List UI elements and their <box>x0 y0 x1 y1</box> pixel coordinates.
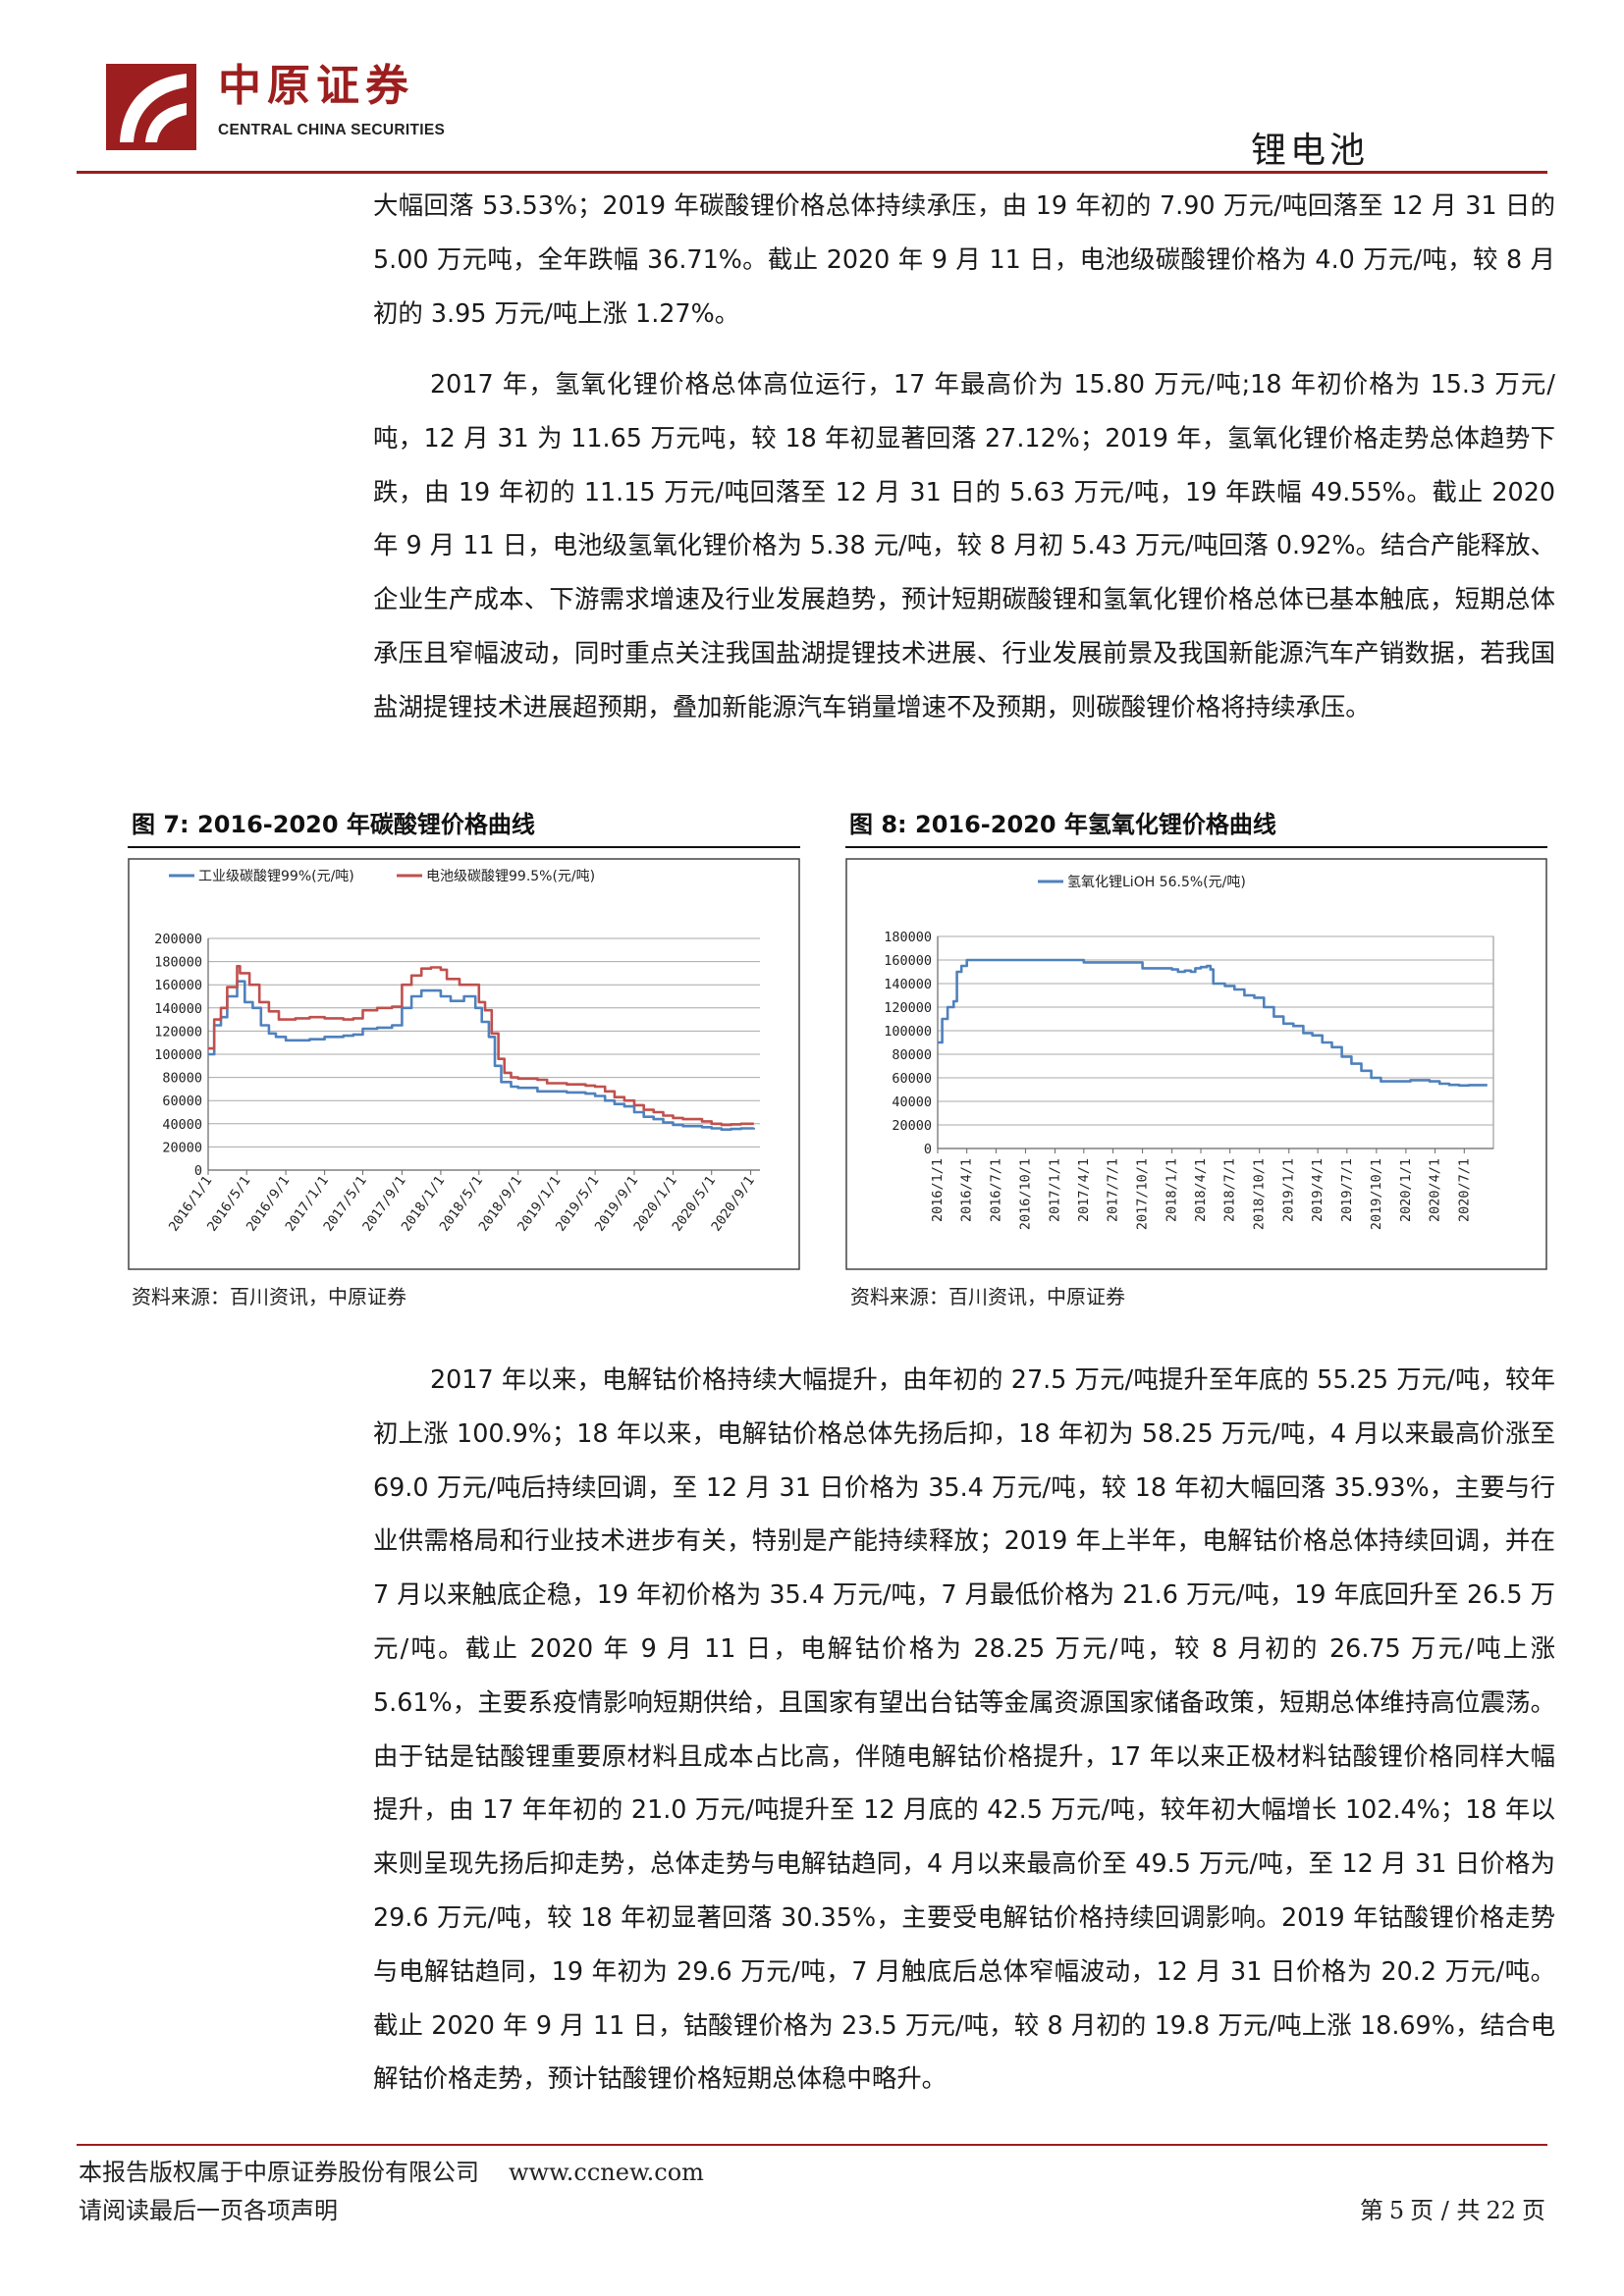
y-tick-label: 200000 <box>154 932 202 947</box>
y-tick-label: 180000 <box>154 955 202 971</box>
footer-divider <box>77 2144 1547 2146</box>
legend-label: 氢氧化锂LiOH 56.5%(元/吨) <box>1067 875 1246 890</box>
y-tick-label: 20000 <box>892 1118 932 1134</box>
x-tick-label: 2016/7/1 <box>988 1158 1003 1222</box>
x-tick-label: 2020/7/1 <box>1456 1158 1472 1222</box>
figure-7-rule <box>128 846 800 848</box>
figure-7: 图 7: 2016-2020 年碳酸锂价格曲线 200000 180000 1600… <box>128 805 800 1274</box>
x-tick-label: 2019/10/1 <box>1369 1158 1384 1230</box>
total-pages: 22 <box>1486 2197 1516 2224</box>
chart-lithium-carbonate: 2000001800001600001400001200001000008000… <box>128 858 800 1270</box>
x-tick-label: 2018/1/1 <box>1164 1158 1180 1222</box>
paragraph-lithium-hydroxide: 2017 年，氢氧化锂价格总体高位运行，17 年最高价为 15.80 万元/吨;… <box>373 369 1555 721</box>
x-tick-label: 2016/4/1 <box>959 1158 975 1222</box>
y-tick-label: 40000 <box>162 1117 202 1133</box>
y-tick-label: 80000 <box>892 1047 932 1063</box>
chart-lithium-hydroxide: 180000 160000 140000 120000 100000 80000 60000… <box>845 858 1547 1270</box>
x-tick-label: 2020/4/1 <box>1428 1158 1443 1222</box>
y-tick-label: 20000 <box>162 1140 202 1155</box>
y-tick-label: 120000 <box>154 1024 202 1040</box>
current-page: 5 <box>1388 2197 1405 2224</box>
figure-8-title: 图 8: 2016-2020 年氢氧化锂价格曲线 <box>849 811 1276 838</box>
legend-label: 工业级碳酸锂99%(元/吨) <box>198 869 354 884</box>
x-tick-label: 2017/7/1 <box>1106 1158 1121 1222</box>
page-label-suffix: 页 <box>1522 2197 1545 2224</box>
x-tick-label: 2018/4/1 <box>1193 1158 1209 1222</box>
x-tick-label: 2016/10/1 <box>1017 1158 1033 1230</box>
x-tick-label: 2018/10/1 <box>1252 1158 1268 1230</box>
x-tick-label: 2017/4/1 <box>1076 1158 1092 1222</box>
series-line <box>938 958 1488 1088</box>
y-tick-label: 40000 <box>892 1095 932 1110</box>
figure-7-source: 资料来源：百川资讯，中原证券 <box>132 1285 406 1308</box>
y-tick-label: 160000 <box>884 953 932 969</box>
footer-copyright: 本报告版权属于中原证券股份有限公司 www.ccnew.com <box>79 2153 704 2187</box>
chart-frame <box>845 858 1547 1270</box>
y-tick-label: 0 <box>924 1142 932 1157</box>
y-tick-label: 60000 <box>892 1071 932 1087</box>
x-tick-label: 2017/1/1 <box>1047 1158 1062 1222</box>
y-tick-label: 140000 <box>154 1001 202 1017</box>
brand-name-cn: 中原证券 <box>218 61 414 111</box>
y-tick-label: 80000 <box>162 1071 202 1087</box>
brand-logo-icon <box>106 64 196 150</box>
y-tick-label: 140000 <box>884 977 932 992</box>
figure-8-source: 资料来源：百川资讯，中原证券 <box>850 1285 1125 1308</box>
y-tick-label: 0 <box>194 1163 202 1179</box>
footer-disclaimer-note: 请阅读最后一页各项声明 <box>79 2197 338 2224</box>
y-tick-label: 100000 <box>154 1047 202 1063</box>
y-tick-label: 120000 <box>884 1000 932 1016</box>
x-tick-label: 2019/7/1 <box>1339 1158 1355 1222</box>
footer-copyright-text: 本报告版权属于中原证券股份有限公司 <box>79 2159 479 2186</box>
series-line <box>208 965 754 1127</box>
report-sector: 锂电池 <box>1250 131 1369 171</box>
plot-area <box>937 935 1494 1149</box>
paragraph-lithium-carbonate: 大幅回落 53.53%；2019 年碳酸锂价格总体持续承压，由 19 年初的 7… <box>373 190 1555 328</box>
y-tick-label: 60000 <box>162 1094 202 1109</box>
page-label-prefix: 第 <box>1359 2197 1383 2224</box>
y-tick-label: 180000 <box>884 930 932 945</box>
figure-8: 图 8: 2016-2020 年氢氧化锂价格曲线 180000 160000 140… <box>845 805 1547 1274</box>
legend-label: 电池级碳酸锂99.5%(元/吨) <box>426 869 595 884</box>
x-tick-label: 2017/10/1 <box>1135 1158 1151 1230</box>
header-divider <box>77 171 1547 174</box>
x-tick-label: 2019/1/1 <box>1281 1158 1297 1222</box>
x-tick-label: 2020/1/1 <box>1398 1158 1414 1222</box>
brand-name-en: CENTRAL CHINA SECURITIES <box>218 122 446 138</box>
x-tick-label: 2016/1/1 <box>930 1158 946 1222</box>
y-tick-label: 100000 <box>884 1024 932 1040</box>
paragraph-cobalt: 2017 年以来，电解钴价格持续大幅提升，由年初的 27.5 万元/吨提升至年底… <box>373 1364 1555 2094</box>
figure-7-title: 图 7: 2016-2020 年碳酸锂价格曲线 <box>132 811 535 838</box>
chart-frame <box>128 858 800 1270</box>
footer-website-link[interactable]: www.ccnew.com <box>509 2159 704 2186</box>
series-line <box>208 980 756 1131</box>
figure-8-rule <box>845 846 1547 848</box>
page-label-mid: 页 / 共 <box>1410 2197 1481 2224</box>
y-tick-label: 160000 <box>154 978 202 993</box>
x-tick-label: 2019/4/1 <box>1310 1158 1326 1222</box>
x-tick-label: 2018/7/1 <box>1222 1158 1238 1222</box>
